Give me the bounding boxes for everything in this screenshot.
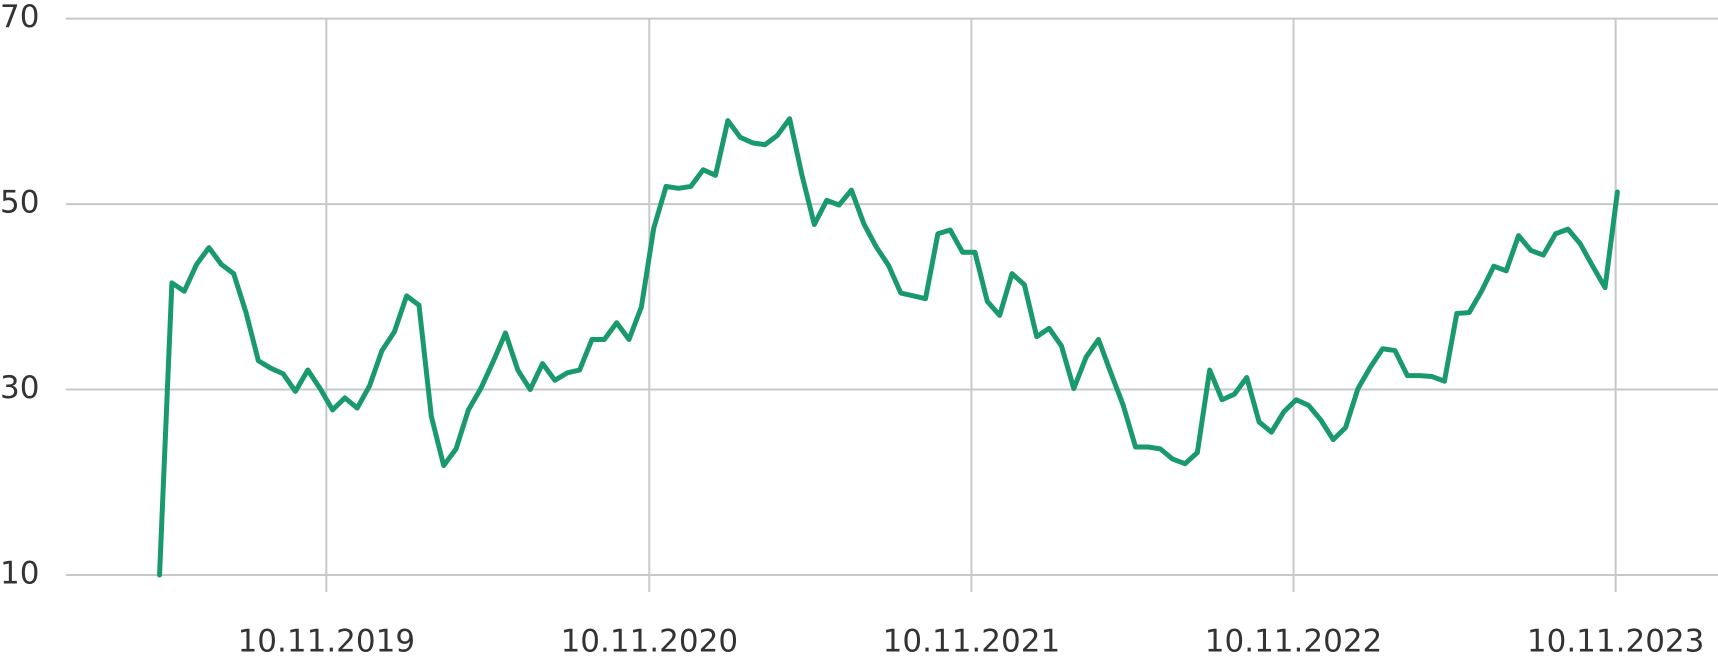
data-line	[157, 116, 1620, 578]
y-tick-label: 50	[0, 185, 39, 221]
y-tick-label: 10	[0, 556, 39, 592]
x-tick-label: 10.11.2019	[238, 624, 416, 658]
x-tick-label: 10.11.2020	[561, 624, 739, 658]
x-tick-label: 10.11.2022	[1205, 624, 1383, 658]
y-tick-label: 30	[0, 370, 39, 406]
y-tick-label: 70	[0, 0, 39, 35]
x-tick-label: 10.11.2021	[883, 624, 1061, 658]
x-tick-label: 10.11.2023	[1527, 624, 1705, 658]
